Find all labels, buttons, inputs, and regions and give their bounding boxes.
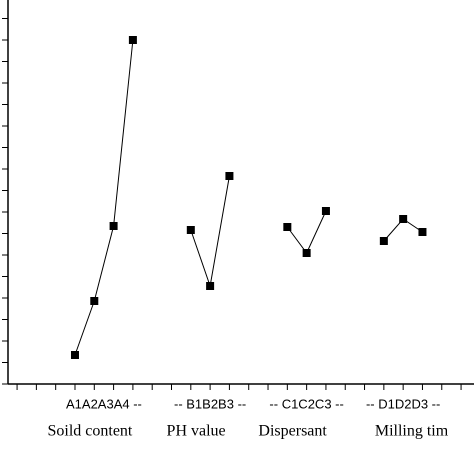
category-label: -- D1D2D3 -- — [366, 396, 440, 411]
category-label: -- B1B2B3 -- — [174, 396, 246, 411]
point — [225, 172, 234, 180]
point — [379, 237, 388, 245]
category-label: A1A2A3A4 -- — [66, 396, 142, 411]
point — [109, 222, 118, 230]
line — [190, 175, 230, 288]
point — [128, 36, 137, 44]
point — [206, 282, 215, 290]
line — [286, 210, 327, 254]
line — [74, 39, 134, 356]
category-label: -- C1C2C3 -- — [269, 396, 343, 411]
point — [283, 223, 292, 231]
group-label: Soild content — [47, 423, 132, 440]
point — [399, 215, 408, 223]
point — [418, 228, 427, 236]
group-label: PH value — [167, 423, 226, 440]
point — [302, 249, 311, 257]
point — [90, 297, 99, 305]
point — [70, 351, 79, 359]
group-label: Milling tim — [375, 423, 449, 440]
point — [321, 207, 330, 215]
group-label: Dispersant — [258, 423, 327, 440]
point — [186, 226, 195, 234]
